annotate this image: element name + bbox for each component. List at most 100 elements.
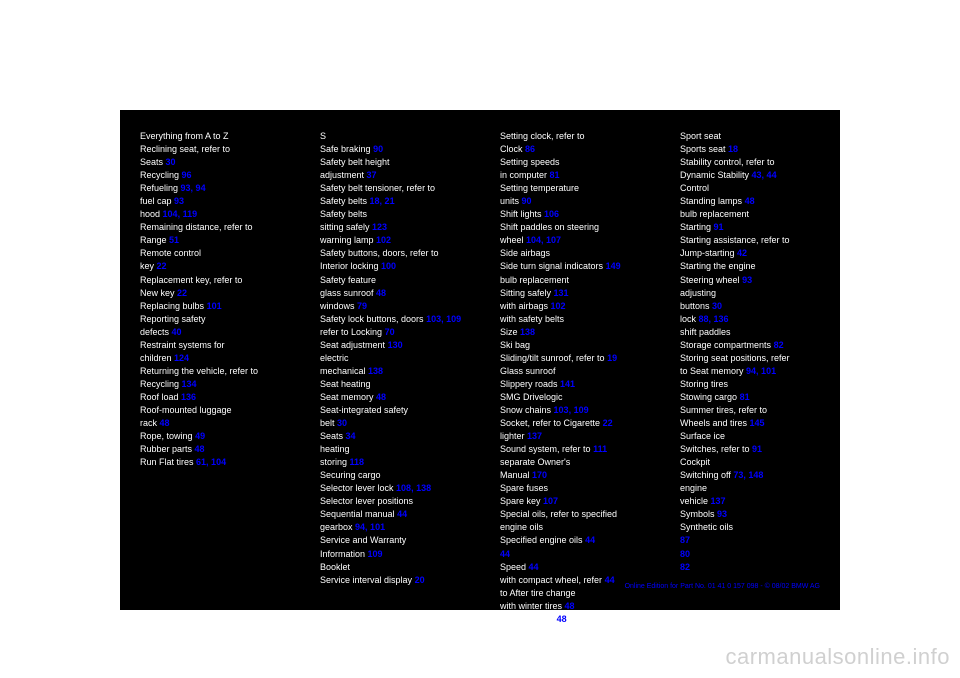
page-reference-link[interactable]: 37	[367, 170, 377, 180]
page-reference-link[interactable]: 102	[376, 235, 391, 245]
page-reference-link[interactable]: 90	[373, 144, 383, 154]
page-reference-link[interactable]: 103, 109	[426, 314, 461, 324]
page-reference-link[interactable]: 93	[742, 275, 752, 285]
index-term: Standing lamps	[680, 196, 742, 206]
page-reference-link[interactable]: 130	[388, 340, 403, 350]
page-reference-link[interactable]: 48	[557, 614, 567, 624]
page-reference-link[interactable]: 81	[740, 392, 750, 402]
page-reference-link[interactable]: 48	[160, 418, 170, 428]
site-watermark: carmanualsonline.info	[725, 644, 950, 670]
page-reference-link[interactable]: 102	[551, 301, 566, 311]
page-reference-link[interactable]: 44	[397, 509, 407, 519]
index-term: vehicle	[680, 496, 708, 506]
page-reference-link[interactable]: 149	[606, 261, 621, 271]
page-reference-link[interactable]: 44	[500, 549, 510, 559]
page-reference-link[interactable]: 48	[745, 196, 755, 206]
index-entry: Synthetic oils	[680, 521, 850, 534]
index-term: Shift lights	[500, 209, 542, 219]
page-reference-link[interactable]: 141	[560, 379, 575, 389]
page-reference-link[interactable]: 48	[565, 601, 575, 611]
page-reference-link[interactable]: 138	[520, 327, 535, 337]
index-term: Spare fuses	[500, 483, 548, 493]
page-reference-link[interactable]: 48	[376, 392, 386, 402]
page-reference-link[interactable]: 94, 101	[746, 366, 776, 376]
page-reference-link[interactable]: 88, 136	[699, 314, 729, 324]
page-reference-link[interactable]: 48	[376, 288, 386, 298]
page-reference-link[interactable]: 18, 21	[370, 196, 395, 206]
index-term: Safety belts	[320, 209, 367, 219]
page-reference-link[interactable]: 20	[415, 575, 425, 585]
page-reference-link[interactable]: 138	[368, 366, 383, 376]
page-reference-link[interactable]: 49	[195, 431, 205, 441]
page-reference-link[interactable]: 30	[166, 157, 176, 167]
page-reference-link[interactable]: 104, 119	[163, 209, 198, 219]
page-reference-link[interactable]: 96	[182, 170, 192, 180]
page-reference-link[interactable]: 94, 101	[355, 522, 385, 532]
page-reference-link[interactable]: 106	[544, 209, 559, 219]
page-reference-link[interactable]: 79	[357, 301, 367, 311]
index-term: Side turn signal indicators	[500, 261, 603, 271]
page-reference-link[interactable]: 80	[680, 549, 690, 559]
index-entry: to Seat memory 94, 101	[680, 365, 850, 378]
page-reference-link[interactable]: 34	[346, 431, 356, 441]
index-entry: Sports seat 18	[680, 143, 850, 156]
page-reference-link[interactable]: 51	[169, 235, 179, 245]
page-reference-link[interactable]: 91	[714, 222, 724, 232]
page-reference-link[interactable]: 22	[177, 288, 187, 298]
index-entry: Specified engine oils 44	[500, 534, 670, 547]
page-reference-link[interactable]: 93	[717, 509, 727, 519]
page-reference-link[interactable]: 70	[385, 327, 395, 337]
page-reference-link[interactable]: 101	[207, 301, 222, 311]
page-reference-link[interactable]: 111	[593, 444, 607, 454]
index-term: Storing tires	[680, 379, 728, 389]
page-reference-link[interactable]: 103, 109	[554, 405, 589, 415]
page-reference-link[interactable]: 108, 138	[396, 483, 431, 493]
page-reference-link[interactable]: 73, 148	[733, 470, 763, 480]
page-reference-link[interactable]: 40	[172, 327, 182, 337]
page-reference-link[interactable]: 86	[525, 144, 535, 154]
page-reference-link[interactable]: 91	[752, 444, 762, 454]
page-reference-link[interactable]: 22	[157, 261, 167, 271]
page-reference-link[interactable]: 82	[680, 562, 690, 572]
page-reference-link[interactable]: 44	[605, 575, 615, 585]
page-reference-link[interactable]: 90	[522, 196, 532, 206]
page-reference-link[interactable]: 170	[532, 470, 547, 480]
page-reference-link[interactable]: 30	[712, 301, 722, 311]
page-reference-link[interactable]: 87	[680, 535, 690, 545]
page-reference-link[interactable]: 123	[372, 222, 387, 232]
page-reference-link[interactable]: 137	[527, 431, 542, 441]
index-entry: heating	[320, 443, 490, 456]
page-reference-link[interactable]: 100	[381, 261, 396, 271]
page-reference-link[interactable]: 124	[174, 353, 189, 363]
page-reference-link[interactable]: 22	[603, 418, 613, 428]
index-entry: Size 138	[500, 326, 670, 339]
page-reference-link[interactable]: 93, 94	[181, 183, 206, 193]
index-entry: rack 48	[140, 417, 310, 430]
page-reference-link[interactable]: 134	[182, 379, 197, 389]
page-reference-link[interactable]: 93	[174, 196, 184, 206]
index-term: S	[320, 131, 326, 141]
page-reference-link[interactable]: 43, 44	[752, 170, 777, 180]
page-reference-link[interactable]: 136	[181, 392, 196, 402]
page-reference-link[interactable]: 107	[543, 496, 558, 506]
index-entry: Refueling 93, 94	[140, 182, 310, 195]
index-term: Setting temperature	[500, 183, 579, 193]
page-reference-link[interactable]: 48	[195, 444, 205, 454]
page-reference-link[interactable]: 42	[737, 248, 747, 258]
page-reference-link[interactable]: 18	[728, 144, 738, 154]
index-term: SMG Drivelogic	[500, 392, 563, 402]
page-reference-link[interactable]: 137	[711, 496, 726, 506]
page-reference-link[interactable]: 44	[529, 562, 539, 572]
page-reference-link[interactable]: 44	[585, 535, 595, 545]
page-reference-link[interactable]: 145	[750, 418, 765, 428]
index-entry: Storing tires	[680, 378, 850, 391]
page-reference-link[interactable]: 81	[550, 170, 560, 180]
page-reference-link[interactable]: 131	[554, 288, 569, 298]
page-reference-link[interactable]: 118	[350, 457, 365, 467]
page-reference-link[interactable]: 30	[337, 418, 347, 428]
page-reference-link[interactable]: 61, 104	[196, 457, 226, 467]
page-reference-link[interactable]: 109	[368, 549, 383, 559]
page-reference-link[interactable]: 104, 107	[526, 235, 561, 245]
page-reference-link[interactable]: 19	[607, 353, 617, 363]
page-reference-link[interactable]: 82	[774, 340, 784, 350]
